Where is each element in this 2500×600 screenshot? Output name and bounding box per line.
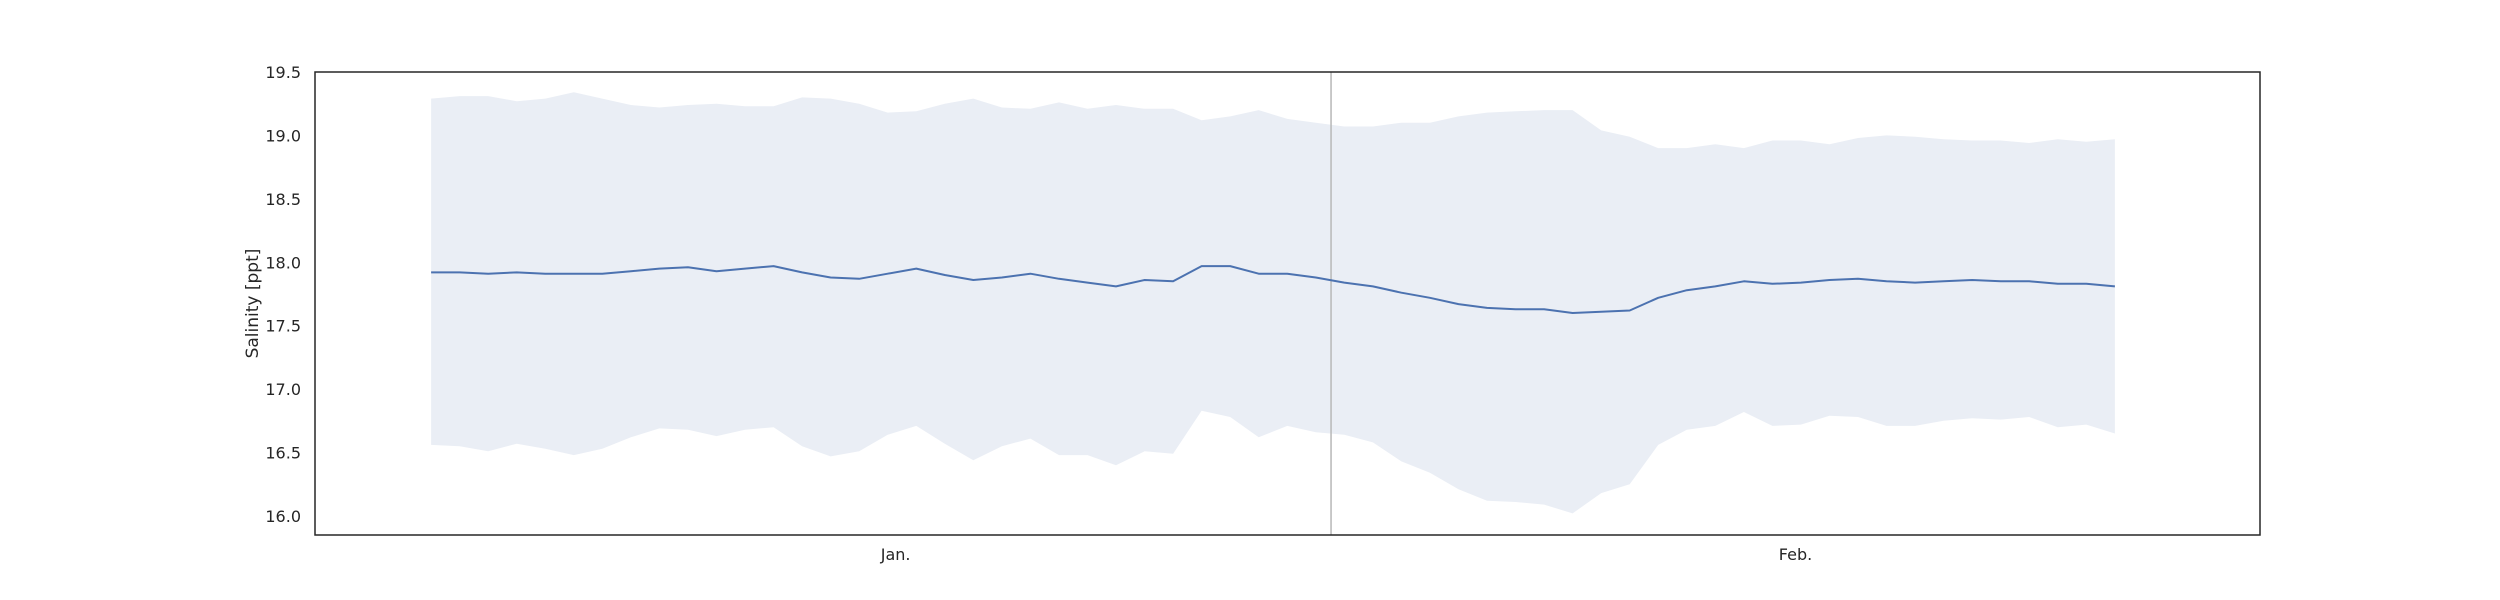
y-tick-label: 18.0 — [265, 253, 301, 272]
y-tick-label: 16.0 — [265, 507, 301, 526]
y-tick-label: 17.0 — [265, 380, 301, 399]
salinity-line-layer — [431, 265, 2115, 314]
y-tick-labels: 16.0 16.5 17.0 17.5 18.0 18.5 19.0 19.5 — [265, 63, 301, 526]
y-tick-label: 16.5 — [265, 444, 301, 463]
y-tick-label: 18.5 — [265, 190, 301, 209]
y-tick-label: 19.5 — [265, 63, 301, 82]
x-tick-label: Feb. — [1779, 545, 1812, 564]
y-tick-label: 17.5 — [265, 317, 301, 336]
x-tick-label: Jan. — [880, 545, 911, 564]
confidence-band-layer — [431, 92, 2115, 514]
y-tick-label: 19.0 — [265, 126, 301, 145]
salinity-mean-line — [431, 265, 2115, 314]
x-tick-labels: Jan. Feb. — [880, 545, 1813, 564]
confidence-band — [431, 92, 2115, 514]
y-axis-label: Salinity [ppt] — [243, 249, 263, 359]
plot-frame — [314, 71, 2261, 536]
